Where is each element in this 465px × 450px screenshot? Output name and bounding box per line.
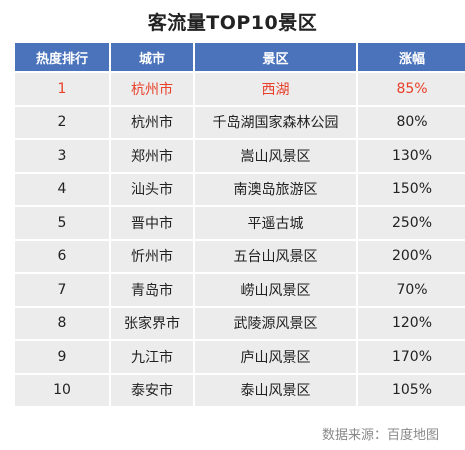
rank-cell: 6 [15, 240, 109, 272]
growth-cell: 70% [358, 274, 465, 306]
rank-cell: 5 [15, 207, 109, 239]
table-row: 5 晋中市 平遥古城 250% [15, 207, 465, 239]
table-row: 6 忻州市 五台山风景区 200% [15, 240, 465, 272]
table-header-row: 热度排行 城市 景区 涨幅 [15, 43, 465, 71]
rank-cell: 2 [15, 106, 109, 138]
table-row: 7 青岛市 崂山风景区 70% [15, 274, 465, 306]
data-source-note: 数据来源：百度地图 [321, 428, 439, 443]
rank-cell: 1 [15, 73, 109, 105]
spot-cell: 平遥古城 [195, 207, 356, 239]
column-header-city: 城市 [111, 43, 193, 71]
column-header-spot: 景区 [195, 43, 356, 71]
city-cell: 泰安市 [111, 374, 193, 406]
rank-cell: 4 [15, 173, 109, 205]
spot-cell: 千岛湖国家森林公园 [195, 106, 356, 138]
table-row: 10 泰安市 泰山风景区 105% [15, 374, 465, 406]
table-row: 9 九江市 庐山风景区 170% [15, 341, 465, 373]
city-cell: 青岛市 [111, 274, 193, 306]
city-cell: 张家界市 [111, 307, 193, 339]
table-row: 3 郑州市 嵩山风景区 130% [15, 140, 465, 172]
column-header-rank: 热度排行 [15, 43, 109, 71]
column-header-growth: 涨幅 [358, 43, 465, 71]
city-cell: 杭州市 [111, 106, 193, 138]
rank-cell: 9 [15, 341, 109, 373]
table-row: 1 杭州市 西湖 85% [15, 73, 465, 105]
rank-cell: 7 [15, 274, 109, 306]
city-cell: 汕头市 [111, 173, 193, 205]
spot-cell: 崂山风景区 [195, 274, 356, 306]
spot-cell: 武陵源风景区 [195, 307, 356, 339]
city-cell: 晋中市 [111, 207, 193, 239]
city-cell: 忻州市 [111, 240, 193, 272]
rank-cell: 10 [15, 374, 109, 406]
growth-cell: 105% [358, 374, 465, 406]
growth-cell: 130% [358, 140, 465, 172]
spot-cell: 庐山风景区 [195, 341, 356, 373]
spot-cell: 嵩山风景区 [195, 140, 356, 172]
growth-cell: 85% [358, 73, 465, 105]
growth-cell: 170% [358, 341, 465, 373]
table-title: 客流量TOP10景区 [147, 12, 318, 34]
city-cell: 九江市 [111, 341, 193, 373]
growth-cell: 250% [358, 207, 465, 239]
spot-cell: 五台山风景区 [195, 240, 356, 272]
city-cell: 郑州市 [111, 140, 193, 172]
growth-cell: 200% [358, 240, 465, 272]
scenic-spot-ranking-table: 热度排行 城市 景区 涨幅 1 杭州市 西湖 85% 2 杭州市 千岛湖国家森林… [13, 41, 465, 408]
spot-cell: 南澳岛旅游区 [195, 173, 356, 205]
spot-cell: 泰山风景区 [195, 374, 356, 406]
table-row: 4 汕头市 南澳岛旅游区 150% [15, 173, 465, 205]
city-cell: 杭州市 [111, 73, 193, 105]
growth-cell: 80% [358, 106, 465, 138]
table-row: 8 张家界市 武陵源风景区 120% [15, 307, 465, 339]
growth-cell: 150% [358, 173, 465, 205]
rank-cell: 8 [15, 307, 109, 339]
rank-cell: 3 [15, 140, 109, 172]
spot-cell: 西湖 [195, 73, 356, 105]
growth-cell: 120% [358, 307, 465, 339]
table-row: 2 杭州市 千岛湖国家森林公园 80% [15, 106, 465, 138]
